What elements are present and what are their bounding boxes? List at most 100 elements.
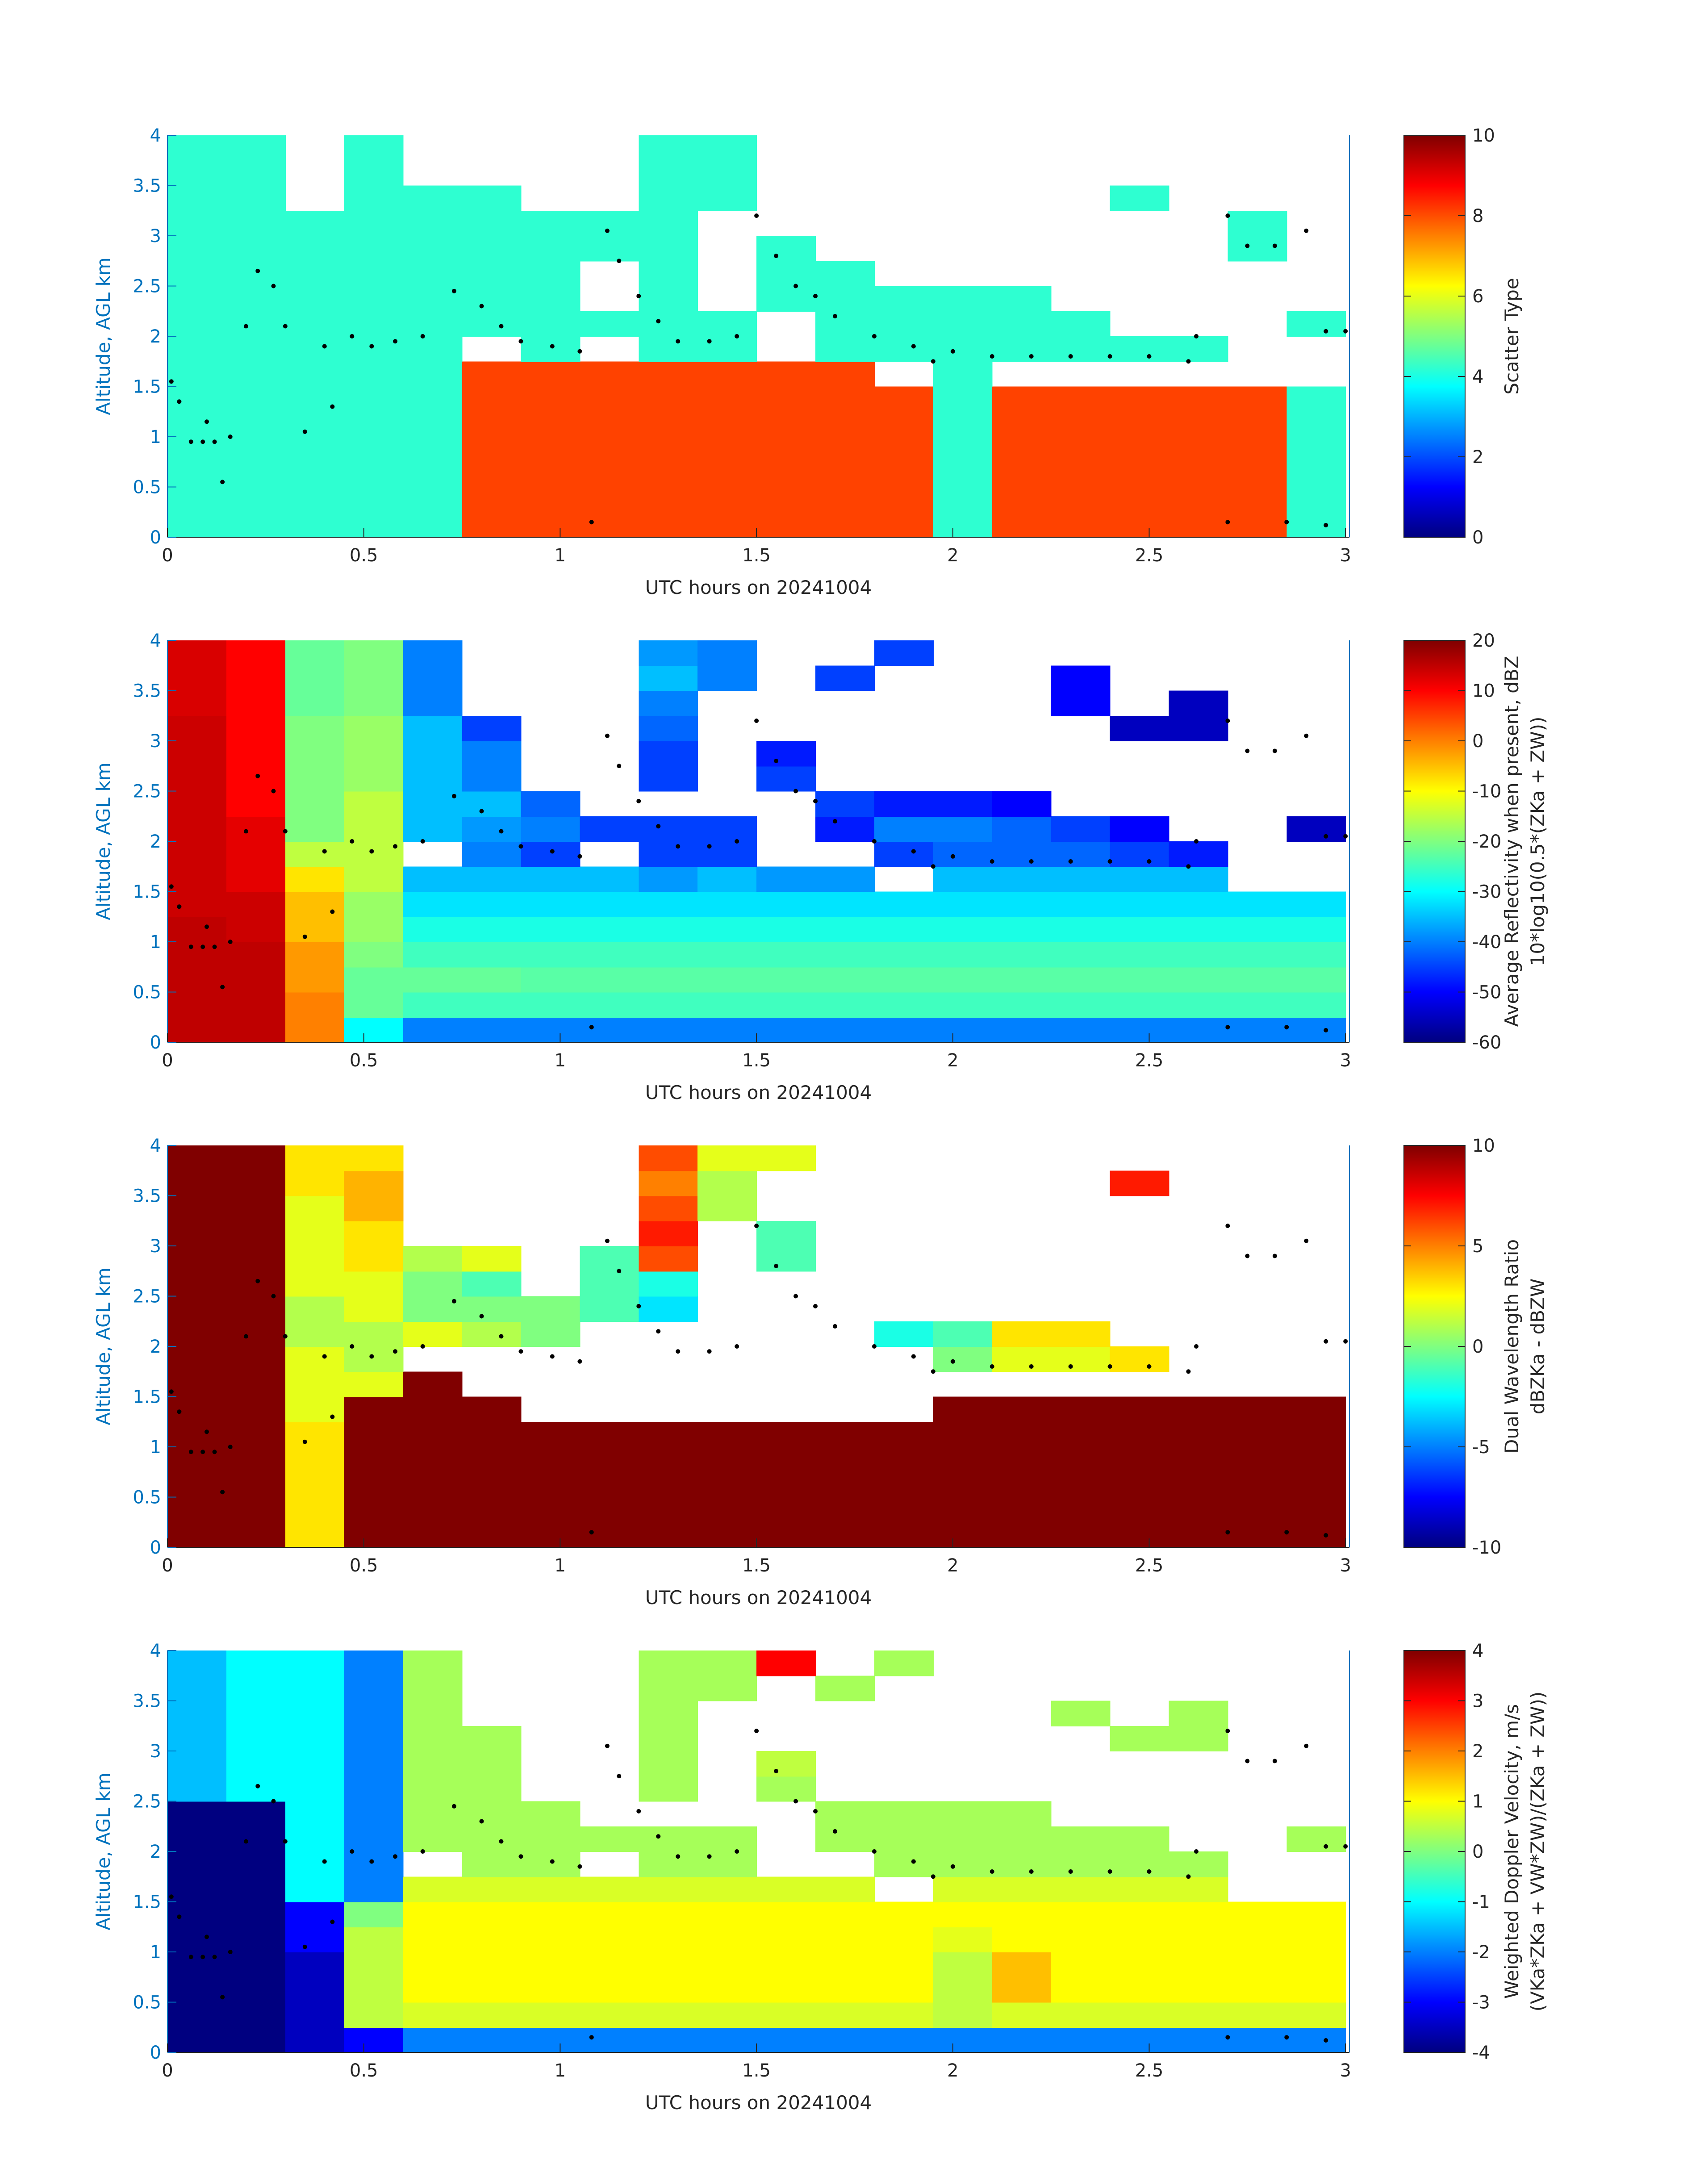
marker-dot (200, 1955, 205, 1960)
colorbar-tick-label: -10 (1472, 781, 1501, 802)
marker-dot (228, 1950, 233, 1954)
heatmap-cell (226, 1017, 286, 1042)
heatmap-cell (462, 1876, 522, 1902)
marker-dot (605, 1238, 610, 1243)
heatmap-cell (167, 1170, 227, 1196)
heatmap-cell (285, 791, 345, 817)
x-tick-label: 1 (555, 2060, 566, 2081)
heatmap-cell (344, 1977, 404, 2003)
marker-dot (302, 934, 307, 939)
heatmap-cell (697, 1170, 757, 1196)
marker-dot (271, 1294, 276, 1299)
heatmap-cell (167, 210, 227, 236)
heatmap-cell (697, 1017, 757, 1042)
heatmap-cell (815, 1676, 875, 1701)
heatmap-cell (697, 512, 757, 537)
heatmap-cell (815, 311, 875, 337)
heatmap-cell (521, 512, 580, 537)
heatmap-cell (1286, 1472, 1346, 1498)
marker-dot (707, 339, 712, 344)
y-axis-label: Altitude, AGL km (92, 1772, 114, 1930)
y-tick-label: 0 (150, 1032, 161, 1053)
heatmap-cell (1169, 690, 1228, 716)
heatmap-cell (580, 462, 639, 488)
heatmap-cell (1051, 311, 1111, 337)
y-axis-label: Altitude, AGL km (92, 762, 114, 920)
heatmap-cell (992, 1926, 1052, 1952)
heatmap-cell (1051, 891, 1111, 917)
heatmap-cell (1286, 1977, 1346, 2003)
heatmap-cell (521, 1977, 580, 2003)
heatmap-cell (1286, 311, 1346, 337)
heatmap-cell (285, 512, 345, 537)
heatmap-cell (521, 1321, 580, 1347)
heatmap-cell (1169, 1851, 1228, 1877)
heatmap-cell (285, 336, 345, 362)
heatmap-cell (1169, 1701, 1228, 1726)
heatmap-cell (167, 916, 227, 942)
heatmap-cell (992, 386, 1052, 412)
heatmap-cell (344, 1701, 404, 1726)
heatmap-cell (226, 1472, 286, 1498)
heatmap-cell (285, 1701, 345, 1726)
heatmap-cell (874, 1522, 934, 1547)
heatmap-cell (580, 1952, 639, 1978)
plot-area (167, 135, 1348, 537)
heatmap-cell (403, 1321, 463, 1347)
heatmap-cell (815, 967, 875, 993)
heatmap-cell (403, 1396, 463, 1422)
heatmap-cell (1110, 1472, 1169, 1498)
marker-dot (656, 319, 661, 324)
heatmap-cell (167, 1522, 227, 1547)
heatmap-cell (462, 1246, 522, 1272)
heatmap-cell (285, 1522, 345, 1547)
heatmap-cell (226, 665, 286, 691)
heatmap-cell (992, 286, 1052, 312)
heatmap-cell (167, 791, 227, 817)
heatmap-cell (462, 1396, 522, 1422)
marker-dot (589, 1025, 594, 1030)
heatmap-cell (285, 1220, 345, 1246)
marker-dot (228, 1445, 233, 1449)
heatmap-cell (226, 1220, 286, 1246)
marker-dot (1304, 1238, 1309, 1243)
colorbar-tick-label: -3 (1472, 1993, 1490, 2013)
heatmap-cell (992, 1447, 1052, 1473)
heatmap-cell (639, 992, 698, 1018)
heatmap-cell (933, 361, 993, 387)
x-tick-label: 2.5 (1135, 2060, 1164, 2081)
heatmap-cell (1169, 2027, 1228, 2052)
heatmap-cell (580, 891, 639, 917)
heatmap-cell (1228, 1017, 1287, 1042)
heatmap-cell (226, 336, 286, 362)
marker-dot (499, 1839, 504, 1844)
marker-dot (636, 294, 641, 298)
heatmap-cell (226, 1396, 286, 1422)
heatmap-cell (697, 665, 757, 691)
marker-dot (1284, 520, 1289, 525)
heatmap-cell (815, 1977, 875, 2003)
heatmap-cell (285, 1447, 345, 1473)
x-tick-label: 2 (947, 545, 958, 566)
heatmap-cell (167, 135, 227, 161)
heatmap-cell (1110, 841, 1169, 867)
heatmap-cell (639, 766, 698, 792)
heatmap-cell (1169, 462, 1228, 488)
heatmap-cell (1286, 891, 1346, 917)
colorbar-tick-label: -2 (1472, 1942, 1490, 1963)
heatmap-cell (1051, 386, 1111, 412)
heatmap-cell (1051, 1926, 1111, 1952)
heatmap-cell (874, 487, 934, 513)
heatmap-cell (167, 386, 227, 412)
heatmap-cell (933, 1952, 993, 1978)
heatmap-cell (639, 1977, 698, 2003)
heatmap-cell (462, 1421, 522, 1447)
heatmap-cell (639, 841, 698, 867)
heatmap-cell (815, 1801, 875, 1827)
heatmap-cell (1286, 2002, 1346, 2028)
heatmap-cell (874, 967, 934, 993)
y-tick-label: 2.5 (133, 1792, 161, 1812)
heatmap-cell (226, 311, 286, 337)
marker-dot (636, 1304, 641, 1308)
heatmap-cell (639, 690, 698, 716)
